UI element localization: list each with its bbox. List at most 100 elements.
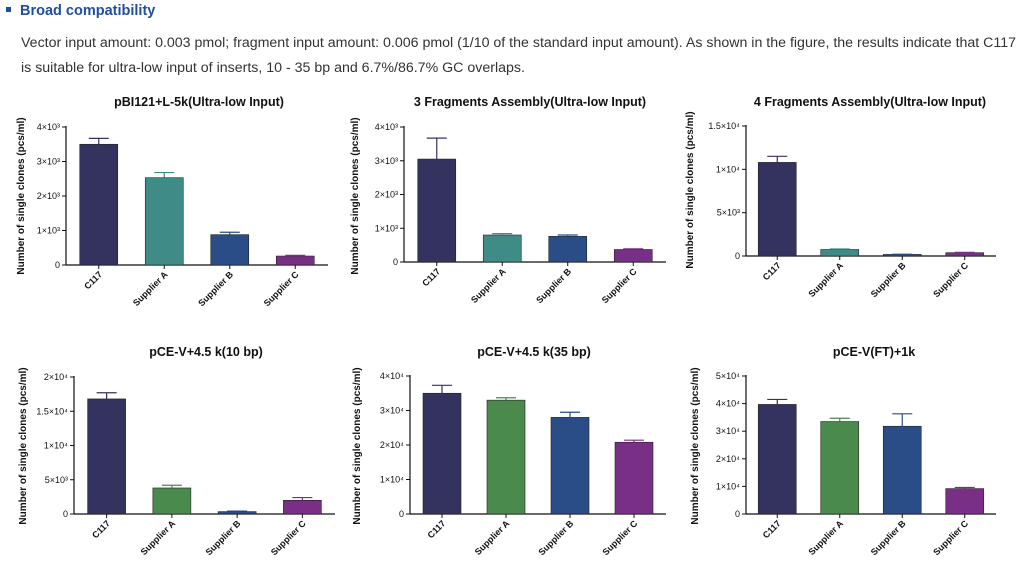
x-category-label: Supplier C bbox=[262, 269, 301, 308]
y-tick-label: 2×10³ bbox=[37, 191, 60, 201]
x-category-label: Supplier B bbox=[869, 260, 908, 299]
x-category-label: Supplier B bbox=[204, 518, 243, 557]
section-description: Vector input amount: 0.003 pmol; fragmen… bbox=[21, 35, 1017, 76]
y-tick-label: 3×10³ bbox=[375, 156, 398, 166]
x-category-label: Supplier B bbox=[196, 269, 235, 308]
bar-supplier-a bbox=[152, 487, 192, 515]
y-tick-label: 4×10⁴ bbox=[716, 399, 740, 409]
x-category-label: C117 bbox=[90, 518, 112, 540]
x-category-label: C117 bbox=[425, 518, 447, 540]
y-axis-label: Number of single clones (pcs/ml) bbox=[685, 111, 696, 268]
x-category-label: C117 bbox=[420, 266, 442, 288]
y-tick-label: 5×10³ bbox=[45, 475, 68, 485]
y-tick-label: 1×10⁴ bbox=[716, 481, 740, 491]
y-tick-label: 3×10⁴ bbox=[716, 426, 740, 436]
x-category-label: C117 bbox=[82, 269, 104, 291]
bar-supplier-c bbox=[945, 252, 985, 257]
x-category-label: C117 bbox=[761, 260, 783, 282]
x-category-label: Supplier B bbox=[869, 518, 908, 557]
y-tick-label: 5×10³ bbox=[717, 208, 740, 218]
y-tick-label: 1×10⁴ bbox=[44, 441, 68, 451]
bar-c117 bbox=[417, 158, 457, 263]
bar-c117 bbox=[87, 398, 126, 515]
y-tick-label: 4×10³ bbox=[37, 122, 60, 132]
bar-supplier-b bbox=[210, 234, 250, 266]
bar-supplier-a bbox=[482, 234, 522, 263]
x-category-label: Supplier C bbox=[601, 518, 640, 557]
y-tick-label: 4×10³ bbox=[375, 122, 398, 132]
chart-title: pCE-V+4.5 k(10 bp) bbox=[149, 345, 263, 359]
x-category-label: Supplier A bbox=[807, 518, 846, 557]
y-axis-label: Number of single clones (pcs/ml) bbox=[16, 117, 27, 274]
chart-5: pCE-V+4.5 k(35 bp) Number of single clone… bbox=[352, 345, 666, 557]
chart-1: pBI121+L-5k(Ultra-low Input) Number of si… bbox=[16, 95, 328, 308]
x-category-label: Supplier C bbox=[931, 260, 970, 299]
bar-supplier-c bbox=[283, 499, 322, 515]
y-tick-label: 0 bbox=[399, 509, 404, 519]
y-tick-label: 2×10⁴ bbox=[380, 440, 404, 450]
y-tick-label: 1.5×10⁴ bbox=[708, 121, 740, 131]
bar-c117 bbox=[422, 392, 462, 515]
y-tick-label: 0 bbox=[55, 260, 60, 270]
chart-title: 4 Fragments Assembly(Ultra-low Input) bbox=[754, 95, 986, 109]
section-heading-text: Broad compatibility bbox=[20, 3, 156, 19]
y-tick-label: 3×10³ bbox=[37, 157, 60, 167]
bar-c117 bbox=[79, 143, 119, 266]
chart-title: 3 Fragments Assembly(Ultra-low Input) bbox=[414, 95, 646, 109]
bar-supplier-b bbox=[550, 417, 590, 515]
bar-supplier-c bbox=[613, 249, 653, 263]
x-category-label: Supplier A bbox=[139, 518, 178, 557]
section-heading: Broad compatibility bbox=[6, 3, 155, 19]
chart-6: pCE-V(FT)+1k Number of single clones (pcs… bbox=[690, 345, 996, 557]
bar-supplier-c bbox=[275, 255, 315, 266]
bar-supplier-b bbox=[882, 425, 922, 515]
y-tick-label: 1×10³ bbox=[37, 226, 60, 236]
y-tick-label: 0 bbox=[735, 509, 740, 519]
y-tick-label: 2×10⁴ bbox=[716, 454, 740, 464]
bullet-icon bbox=[6, 6, 11, 12]
y-axis-label: Number of single clones (pcs/ml) bbox=[350, 117, 361, 274]
y-axis-label: Number of single clones (pcs/ml) bbox=[352, 367, 363, 524]
y-axis-label: Number of single clones (pcs/ml) bbox=[18, 367, 29, 524]
y-tick-label: 0 bbox=[393, 257, 398, 267]
y-tick-label: 3×10⁴ bbox=[380, 406, 404, 416]
bar-c117 bbox=[757, 404, 797, 515]
y-tick-label: 0 bbox=[735, 251, 740, 261]
x-category-label: Supplier C bbox=[931, 518, 970, 557]
bar-supplier-b bbox=[217, 511, 257, 515]
x-category-label: C117 bbox=[761, 518, 783, 540]
bar-supplier-a bbox=[486, 399, 526, 515]
y-tick-label: 2×10⁴ bbox=[44, 372, 68, 382]
x-category-label: Supplier C bbox=[600, 266, 639, 305]
y-tick-label: 5×10⁴ bbox=[716, 371, 740, 381]
bar-supplier-c bbox=[945, 488, 985, 515]
x-category-label: Supplier A bbox=[469, 266, 508, 305]
chart-3: 4 Fragments Assembly(Ultra-low Input) Num… bbox=[685, 95, 996, 299]
bar-supplier-c bbox=[614, 441, 654, 515]
bar-supplier-a bbox=[820, 421, 860, 515]
y-axis-label: Number of single clones (pcs/ml) bbox=[690, 367, 701, 524]
chart-title: pCE-V+4.5 k(35 bp) bbox=[477, 345, 591, 359]
bar-supplier-a bbox=[820, 249, 860, 257]
bar-supplier-b bbox=[548, 236, 588, 263]
y-tick-label: 1×10³ bbox=[375, 223, 398, 233]
x-category-label: Supplier A bbox=[131, 269, 170, 308]
y-tick-label: 4×10⁴ bbox=[380, 371, 404, 381]
y-tick-label: 1×10⁴ bbox=[380, 475, 404, 485]
y-tick-label: 1×10⁴ bbox=[716, 164, 740, 174]
bar-c117 bbox=[757, 162, 797, 257]
chart-2: 3 Fragments Assembly(Ultra-low Input) Num… bbox=[350, 95, 666, 305]
y-tick-label: 2×10³ bbox=[375, 190, 398, 200]
chart-title: pCE-V(FT)+1k bbox=[833, 345, 915, 359]
x-category-label: Supplier A bbox=[807, 260, 846, 299]
chart-title: pBI121+L-5k(Ultra-low Input) bbox=[114, 95, 284, 109]
chart-4: pCE-V+4.5 k(10 bp) Number of single clone… bbox=[18, 345, 335, 557]
bar-supplier-a bbox=[144, 177, 184, 266]
x-category-label: Supplier A bbox=[473, 518, 512, 557]
x-category-label: Supplier C bbox=[269, 518, 308, 557]
x-category-label: Supplier B bbox=[537, 518, 576, 557]
y-tick-label: 0 bbox=[63, 509, 68, 519]
x-category-label: Supplier B bbox=[534, 266, 573, 305]
y-tick-label: 1.5×10⁴ bbox=[36, 406, 68, 416]
